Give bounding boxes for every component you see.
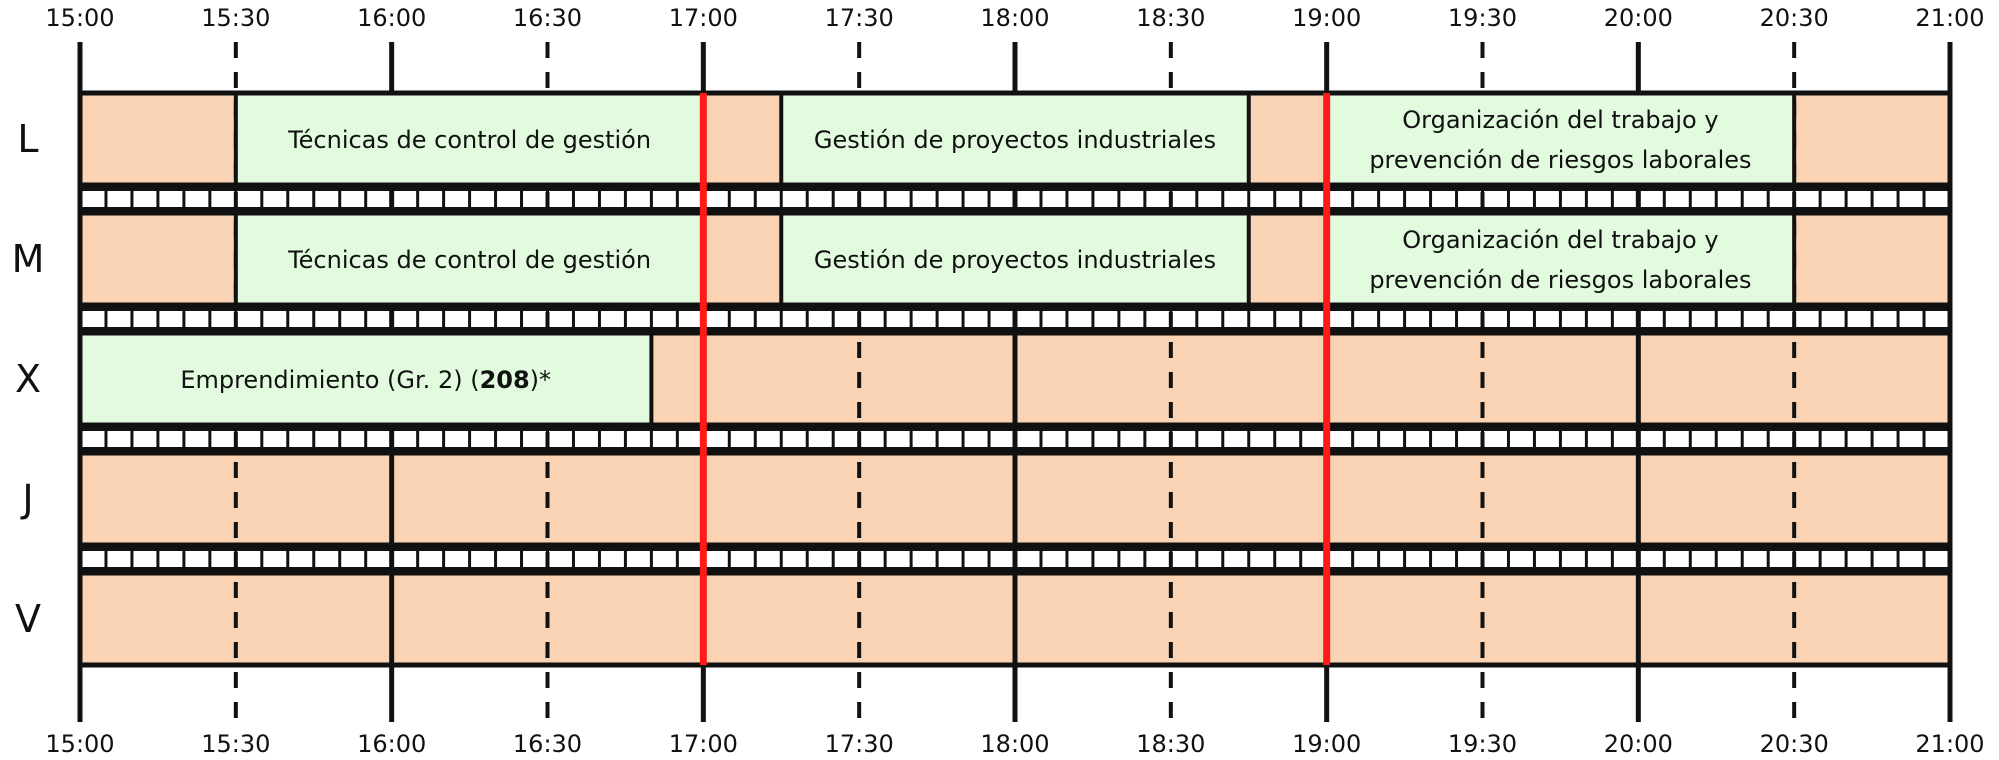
event-box [78, 331, 654, 427]
event-text-segment: )* [530, 366, 551, 394]
time-label-bottom: 17:30 [825, 730, 894, 758]
time-label-top: 15:30 [201, 4, 270, 32]
time-label-top: 19:30 [1448, 4, 1517, 32]
event-box [779, 91, 1251, 187]
day-label-l: L [17, 117, 38, 161]
event-title: prevención de riesgos laborales [1369, 146, 1751, 174]
day-row-border [77, 210, 1953, 308]
day-row-border [77, 450, 1953, 548]
time-label-top: 17:30 [825, 4, 894, 32]
event-title: Organización del trabajo y [1402, 226, 1718, 254]
event-text-segment: Organización del trabajo y [1402, 106, 1718, 134]
event-title: Gestión de proyectos industriales [814, 126, 1216, 154]
time-label-bottom: 16:30 [513, 730, 582, 758]
event-title: prevención de riesgos laborales [1369, 266, 1751, 294]
time-label-top: 21:00 [1915, 4, 1984, 32]
event-text-segment: Gestión de proyectos industriales [814, 126, 1216, 154]
time-label-bottom: 19:30 [1448, 730, 1517, 758]
time-label-top: 19:00 [1292, 4, 1361, 32]
day-row-border [77, 570, 1953, 668]
event-text-segment: Emprendimiento (Gr. 2) ( [180, 366, 479, 394]
time-label-top: 20:00 [1604, 4, 1673, 32]
event-box [779, 211, 1251, 307]
event-text-segment: Gestión de proyectos industriales [814, 246, 1216, 274]
day-label-m: M [12, 237, 45, 281]
time-label-bottom: 21:00 [1915, 730, 1984, 758]
day-row-border [77, 90, 1953, 188]
time-label-top: 20:30 [1760, 4, 1829, 32]
time-label-bottom: 18:00 [980, 730, 1049, 758]
day-label-x: X [15, 357, 41, 401]
time-label-top: 16:00 [357, 4, 426, 32]
time-label-top: 15:00 [45, 4, 114, 32]
time-label-top: 18:30 [1136, 4, 1205, 32]
time-label-bottom: 15:00 [45, 730, 114, 758]
day-label-v: V [15, 597, 41, 641]
event-text-segment: prevención de riesgos laborales [1369, 146, 1751, 174]
day-row-border [77, 330, 1953, 428]
event-title: Técnicas de control de gestión [287, 126, 651, 154]
event-title: Organización del trabajo y [1402, 106, 1718, 134]
event-text-segment: prevención de riesgos laborales [1369, 266, 1751, 294]
time-label-bottom: 20:00 [1604, 730, 1673, 758]
time-label-top: 17:00 [669, 4, 738, 32]
event-text-segment: Técnicas de control de gestión [287, 246, 651, 274]
event-text-segment: Organización del trabajo y [1402, 226, 1718, 254]
event-room: 208 [480, 366, 530, 394]
time-label-bottom: 18:30 [1136, 730, 1205, 758]
time-label-bottom: 19:00 [1292, 730, 1361, 758]
time-label-bottom: 16:00 [357, 730, 426, 758]
time-label-bottom: 20:30 [1760, 730, 1829, 758]
time-label-bottom: 15:30 [201, 730, 270, 758]
event-title: Técnicas de control de gestión [287, 246, 651, 274]
time-label-top: 18:00 [980, 4, 1049, 32]
day-label-j: J [20, 477, 33, 521]
event-title: Emprendimiento (Gr. 2) (208)* [180, 366, 551, 394]
event-title: Gestión de proyectos industriales [814, 246, 1216, 274]
event-box [233, 211, 706, 307]
time-label-top: 16:30 [513, 4, 582, 32]
event-text-segment: Técnicas de control de gestión [287, 126, 651, 154]
time-label-bottom: 17:00 [669, 730, 738, 758]
